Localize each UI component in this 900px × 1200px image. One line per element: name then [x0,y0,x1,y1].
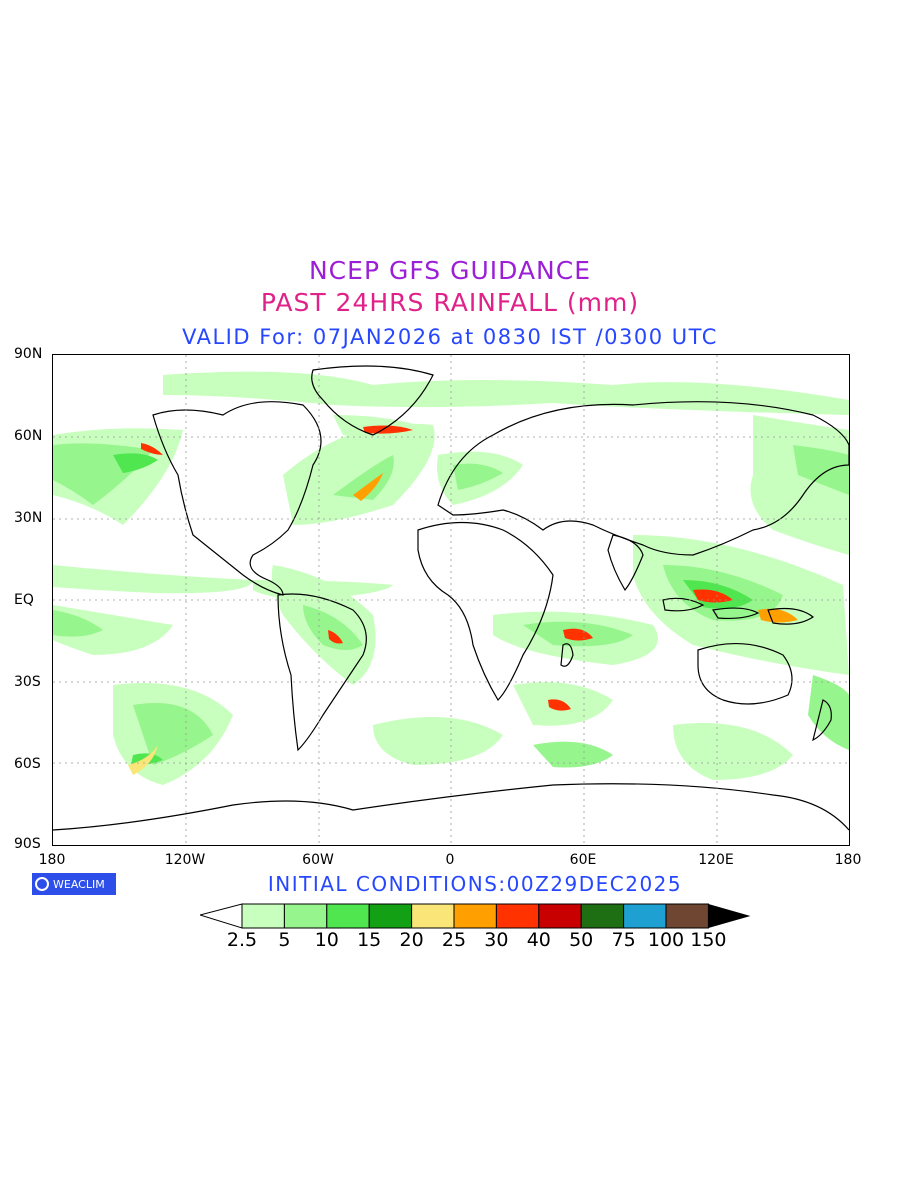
legend-swatch [326,903,370,929]
lat-label: EQ [14,592,34,608]
lon-label: 180 [834,852,862,868]
map-subtitle: PAST 24HRS RAINFALL (mm) [260,288,640,317]
legend-bar [198,903,751,929]
initial-conditions: INITIAL CONDITIONS:00Z29DEC2025 [267,872,683,896]
rainfall-fields [53,371,849,785]
rain-area [283,423,435,525]
rain-area [141,443,163,455]
legend-swatch [580,903,625,929]
rain-area [303,605,363,650]
rain-area [163,371,849,415]
rain-area [353,473,383,501]
coastline [712,607,760,620]
legend-swatch [495,903,540,929]
legend-label: 150 [690,929,727,951]
legend-labels: 2.5 5 10 15 20 25 30 40 50 75 100 150 [200,929,756,953]
legend-over-arrow [708,904,751,928]
valid-time: VALID For: 07JAN2026 at 0830 IST /0300 U… [182,325,718,349]
legend-label: 30 [484,929,509,951]
legend-swatch [283,903,328,929]
legend-label: 2.5 [226,929,258,951]
legend-swatch [538,903,582,929]
lat-label: 60N [14,428,43,444]
rain-area [808,675,849,750]
coastline [767,607,815,625]
legend-swatch [665,903,709,929]
lon-label: 60E [569,852,597,868]
rain-area [113,453,158,473]
coastline [277,593,367,752]
rain-area [453,463,503,490]
legend-swatch [453,903,497,929]
lat-label: 30N [14,510,43,526]
rain-area [363,425,413,434]
lat-label: 30S [14,674,41,690]
map-title: NCEP GFS GUIDANCE [308,256,591,285]
rain-area [53,565,253,594]
rain-area [673,723,793,780]
legend-label: 100 [647,929,685,951]
lat-label: 90S [14,836,41,852]
rain-area [133,703,213,765]
rain-area [328,630,343,644]
rainfall-map [52,354,850,846]
lon-label: 60W [302,852,334,868]
legend-label: 10 [314,929,339,951]
rain-area [548,699,571,711]
legend-label: 75 [611,929,636,951]
legend-label: 50 [569,929,594,951]
lat-label: 90N [14,346,43,362]
legend-swatch [411,903,455,929]
coastline [311,365,434,436]
legend-swatch [623,903,667,929]
coastline [152,401,322,596]
lon-label: 0 [445,852,455,868]
coastline [607,534,644,592]
coastline [53,783,849,831]
rain-area [53,610,103,637]
legend-label: 40 [526,929,551,951]
legend-swatch [368,903,413,929]
rain-area [533,741,613,768]
legend-label: 15 [357,929,382,951]
legend-label: 25 [441,929,467,951]
lon-label: 120W [164,852,206,868]
legend-under-arrow [198,903,243,929]
coastline [812,699,832,742]
map-canvas [53,355,849,845]
rain-area [758,608,798,623]
coastline [560,643,574,667]
coastline [417,521,554,701]
color-legend [198,903,756,929]
lon-label: 120E [698,852,734,868]
coastline [662,597,705,612]
legend-label: 20 [399,929,424,951]
graticule [53,355,849,845]
coastline [697,643,793,705]
coastline [437,401,849,556]
lon-label: 180 [38,852,66,868]
rain-area [693,589,733,603]
rain-area [333,455,394,500]
logo-ring-icon [35,877,49,891]
rain-area [53,605,173,655]
lat-label: 60S [14,756,41,772]
rain-area [793,445,849,495]
logo-text: WEACLIM [53,877,105,891]
rain-area [373,717,503,765]
rain-area [563,628,593,641]
weaclim-logo: WEACLIM [32,873,116,895]
rain-area [128,745,158,775]
coastlines [53,365,849,831]
legend-label: 5 [278,929,291,951]
legend-swatch [241,903,285,929]
